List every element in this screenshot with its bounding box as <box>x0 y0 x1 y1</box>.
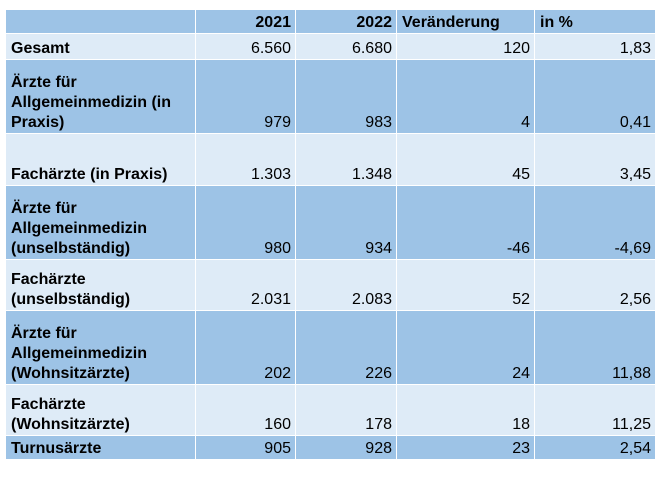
cell-2022: 983 <box>295 59 397 134</box>
row-label: Ärzte für Allgemeinmedizin (Wohnsitzärzt… <box>5 310 196 385</box>
cell-2021: 980 <box>195 185 296 260</box>
cell-2022: 178 <box>295 384 397 436</box>
cell-change: 23 <box>396 435 535 460</box>
row-label: Turnusärzte <box>5 435 196 460</box>
cell-2021: 202 <box>195 310 296 385</box>
cell-change: 24 <box>396 310 535 385</box>
cell-percent: 2,54 <box>534 435 656 460</box>
header-cell-2022: 2022 <box>295 9 397 34</box>
cell-2021: 979 <box>195 59 296 134</box>
table-row: Gesamt 6.560 6.680 120 1,83 <box>5 33 656 60</box>
cell-2022: 6.680 <box>295 33 397 60</box>
row-label: Ärzte für Allgemeinmedizin (in Praxis) <box>5 59 196 134</box>
table-header-row: 2021 2022 Veränderung in % <box>5 9 656 34</box>
header-cell-change: Veränderung <box>396 9 535 34</box>
header-cell-empty <box>5 9 196 34</box>
cell-change: 18 <box>396 384 535 436</box>
cell-2021: 6.560 <box>195 33 296 60</box>
row-label: Gesamt <box>5 33 196 60</box>
cell-percent: 11,25 <box>534 384 656 436</box>
row-label: Fachärzte (Wohnsitzärzte) <box>5 384 196 436</box>
cell-2022: 928 <box>295 435 397 460</box>
cell-2021: 160 <box>195 384 296 436</box>
table-row: Ärzte für Allgemeinmedizin (Wohnsitzärzt… <box>5 310 656 385</box>
cell-2022: 934 <box>295 185 397 260</box>
cell-2021: 2.031 <box>195 259 296 311</box>
table-row: Fachärzte (unselbständig) 2.031 2.083 52… <box>5 259 656 311</box>
cell-2022: 1.348 <box>295 133 397 186</box>
cell-change: 4 <box>396 59 535 134</box>
table-row: Ärzte für Allgemeinmedizin (unselbständi… <box>5 185 656 260</box>
cell-change: 45 <box>396 133 535 186</box>
table-row: Turnusärzte 905 928 23 2,54 <box>5 435 656 460</box>
cell-2022: 226 <box>295 310 397 385</box>
cell-2021: 1.303 <box>195 133 296 186</box>
cell-2021: 905 <box>195 435 296 460</box>
cell-percent: 3,45 <box>534 133 656 186</box>
row-label: Fachärzte (unselbständig) <box>5 259 196 311</box>
table-row: Ärzte für Allgemeinmedizin (in Praxis) 9… <box>5 59 656 134</box>
cell-percent: -4,69 <box>534 185 656 260</box>
cell-percent: 1,83 <box>534 33 656 60</box>
cell-change: 52 <box>396 259 535 311</box>
cell-change: -46 <box>396 185 535 260</box>
table-row: Fachärzte (in Praxis) 1.303 1.348 45 3,4… <box>5 133 656 186</box>
physician-statistics-table: 2021 2022 Veränderung in % Gesamt 6.560 … <box>5 9 656 460</box>
cell-2022: 2.083 <box>295 259 397 311</box>
row-label: Ärzte für Allgemeinmedizin (unselbständi… <box>5 185 196 260</box>
cell-percent: 11,88 <box>534 310 656 385</box>
header-cell-percent: in % <box>534 9 656 34</box>
table-row: Fachärzte (Wohnsitzärzte) 160 178 18 11,… <box>5 384 656 436</box>
cell-change: 120 <box>396 33 535 60</box>
header-cell-2021: 2021 <box>195 9 296 34</box>
cell-percent: 2,56 <box>534 259 656 311</box>
row-label: Fachärzte (in Praxis) <box>5 133 196 186</box>
cell-percent: 0,41 <box>534 59 656 134</box>
